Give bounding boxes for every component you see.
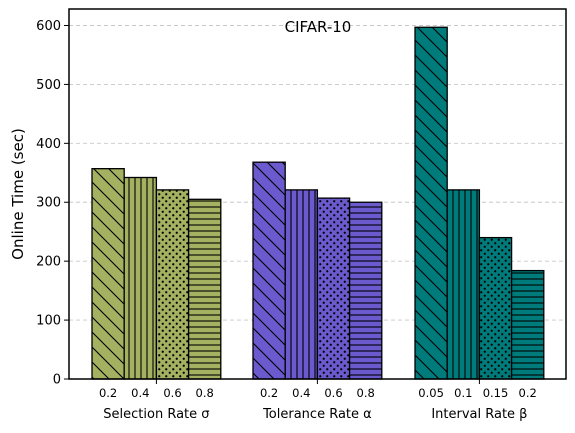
group-label: Interval Rate β — [431, 407, 527, 422]
bar — [187, 198, 222, 380]
bar — [155, 189, 190, 380]
bars — [91, 26, 545, 380]
x-tick-label: 0.4 — [292, 386, 310, 400]
bar — [414, 26, 448, 380]
y-tick-label: 0 — [53, 373, 61, 388]
y-tick-label: 600 — [36, 19, 61, 34]
y-tick-label: 400 — [36, 137, 61, 152]
axes: 0 100 200 300 400 500 600 0.2 0.4 0.6 0.8 Selection… — [36, 19, 537, 422]
y-tick-label: 500 — [36, 78, 61, 93]
y-tick-label: 300 — [36, 196, 61, 211]
x-tick-label: 0.05 — [418, 386, 444, 400]
bar — [478, 236, 513, 380]
group-label: Selection Rate σ — [103, 407, 209, 422]
y-tick-label: 100 — [36, 314, 61, 329]
x-tick-label: 0.8 — [196, 386, 214, 400]
x-tick-label: 0.6 — [324, 386, 342, 400]
bar — [123, 176, 158, 380]
x-tick-label: 0.4 — [131, 386, 149, 400]
x-tick-label: 0.2 — [99, 386, 117, 400]
y-axis-label: Online Time (sec) — [9, 128, 27, 260]
x-tick-label: 0.2 — [260, 386, 278, 400]
bar — [316, 197, 351, 380]
bar — [284, 189, 319, 380]
bar — [348, 201, 383, 380]
bar — [252, 161, 286, 380]
x-tick-label: 0.8 — [357, 386, 375, 400]
chart-title: CIFAR-10 — [285, 18, 352, 36]
x-tick-label: 0.1 — [454, 386, 472, 400]
x-tick-label: 0.2 — [519, 386, 537, 400]
group-label: Tolerance Rate α — [262, 407, 372, 422]
x-tick-label: 0.15 — [483, 386, 509, 400]
bar — [510, 269, 545, 380]
y-tick-label: 200 — [36, 255, 61, 270]
x-tick-label: 0.6 — [163, 386, 181, 400]
bar — [446, 189, 481, 380]
bar — [91, 168, 125, 380]
